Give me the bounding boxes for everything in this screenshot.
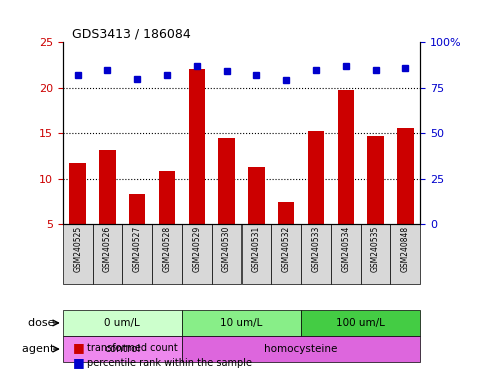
- Text: ■: ■: [72, 356, 84, 369]
- Text: homocysteine: homocysteine: [264, 344, 338, 354]
- Text: control: control: [104, 344, 141, 354]
- Bar: [129, 194, 145, 224]
- Bar: [182, 310, 301, 336]
- Text: GSM240526: GSM240526: [103, 226, 112, 272]
- Text: GSM240528: GSM240528: [163, 226, 171, 272]
- Bar: [159, 170, 175, 224]
- Text: GDS3413 / 186084: GDS3413 / 186084: [72, 27, 191, 40]
- Text: GSM240848: GSM240848: [401, 226, 410, 272]
- Bar: [189, 69, 205, 224]
- Bar: [331, 224, 361, 284]
- Text: GSM240531: GSM240531: [252, 226, 261, 272]
- Bar: [397, 128, 413, 224]
- Text: GSM240535: GSM240535: [371, 226, 380, 272]
- Bar: [361, 224, 390, 284]
- Bar: [248, 167, 265, 224]
- Bar: [70, 163, 86, 224]
- Text: GSM240527: GSM240527: [133, 226, 142, 272]
- Bar: [218, 138, 235, 224]
- Text: GSM240534: GSM240534: [341, 226, 350, 272]
- Bar: [368, 136, 384, 224]
- Text: transformed count: transformed count: [87, 343, 178, 353]
- Bar: [122, 224, 152, 284]
- Bar: [338, 89, 354, 224]
- Text: ■: ■: [72, 341, 84, 354]
- Bar: [242, 224, 271, 284]
- Bar: [301, 310, 420, 336]
- Text: GSM240533: GSM240533: [312, 226, 320, 272]
- Text: 100 um/L: 100 um/L: [336, 318, 385, 328]
- Bar: [63, 336, 182, 362]
- Bar: [93, 224, 122, 284]
- Bar: [301, 224, 331, 284]
- Bar: [212, 224, 242, 284]
- Bar: [63, 224, 93, 284]
- Bar: [182, 336, 420, 362]
- Bar: [278, 202, 294, 224]
- Bar: [63, 310, 182, 336]
- Text: percentile rank within the sample: percentile rank within the sample: [87, 358, 252, 368]
- Text: agent: agent: [22, 344, 58, 354]
- Text: dose: dose: [28, 318, 58, 328]
- Text: GSM240529: GSM240529: [192, 226, 201, 272]
- Text: 10 um/L: 10 um/L: [220, 318, 263, 328]
- Bar: [390, 224, 420, 284]
- Text: 0 um/L: 0 um/L: [104, 318, 140, 328]
- Bar: [99, 150, 115, 224]
- Bar: [152, 224, 182, 284]
- Bar: [308, 131, 324, 224]
- Text: GSM240530: GSM240530: [222, 226, 231, 272]
- Bar: [182, 224, 212, 284]
- Text: GSM240525: GSM240525: [73, 226, 82, 272]
- Bar: [271, 224, 301, 284]
- Text: GSM240532: GSM240532: [282, 226, 291, 272]
